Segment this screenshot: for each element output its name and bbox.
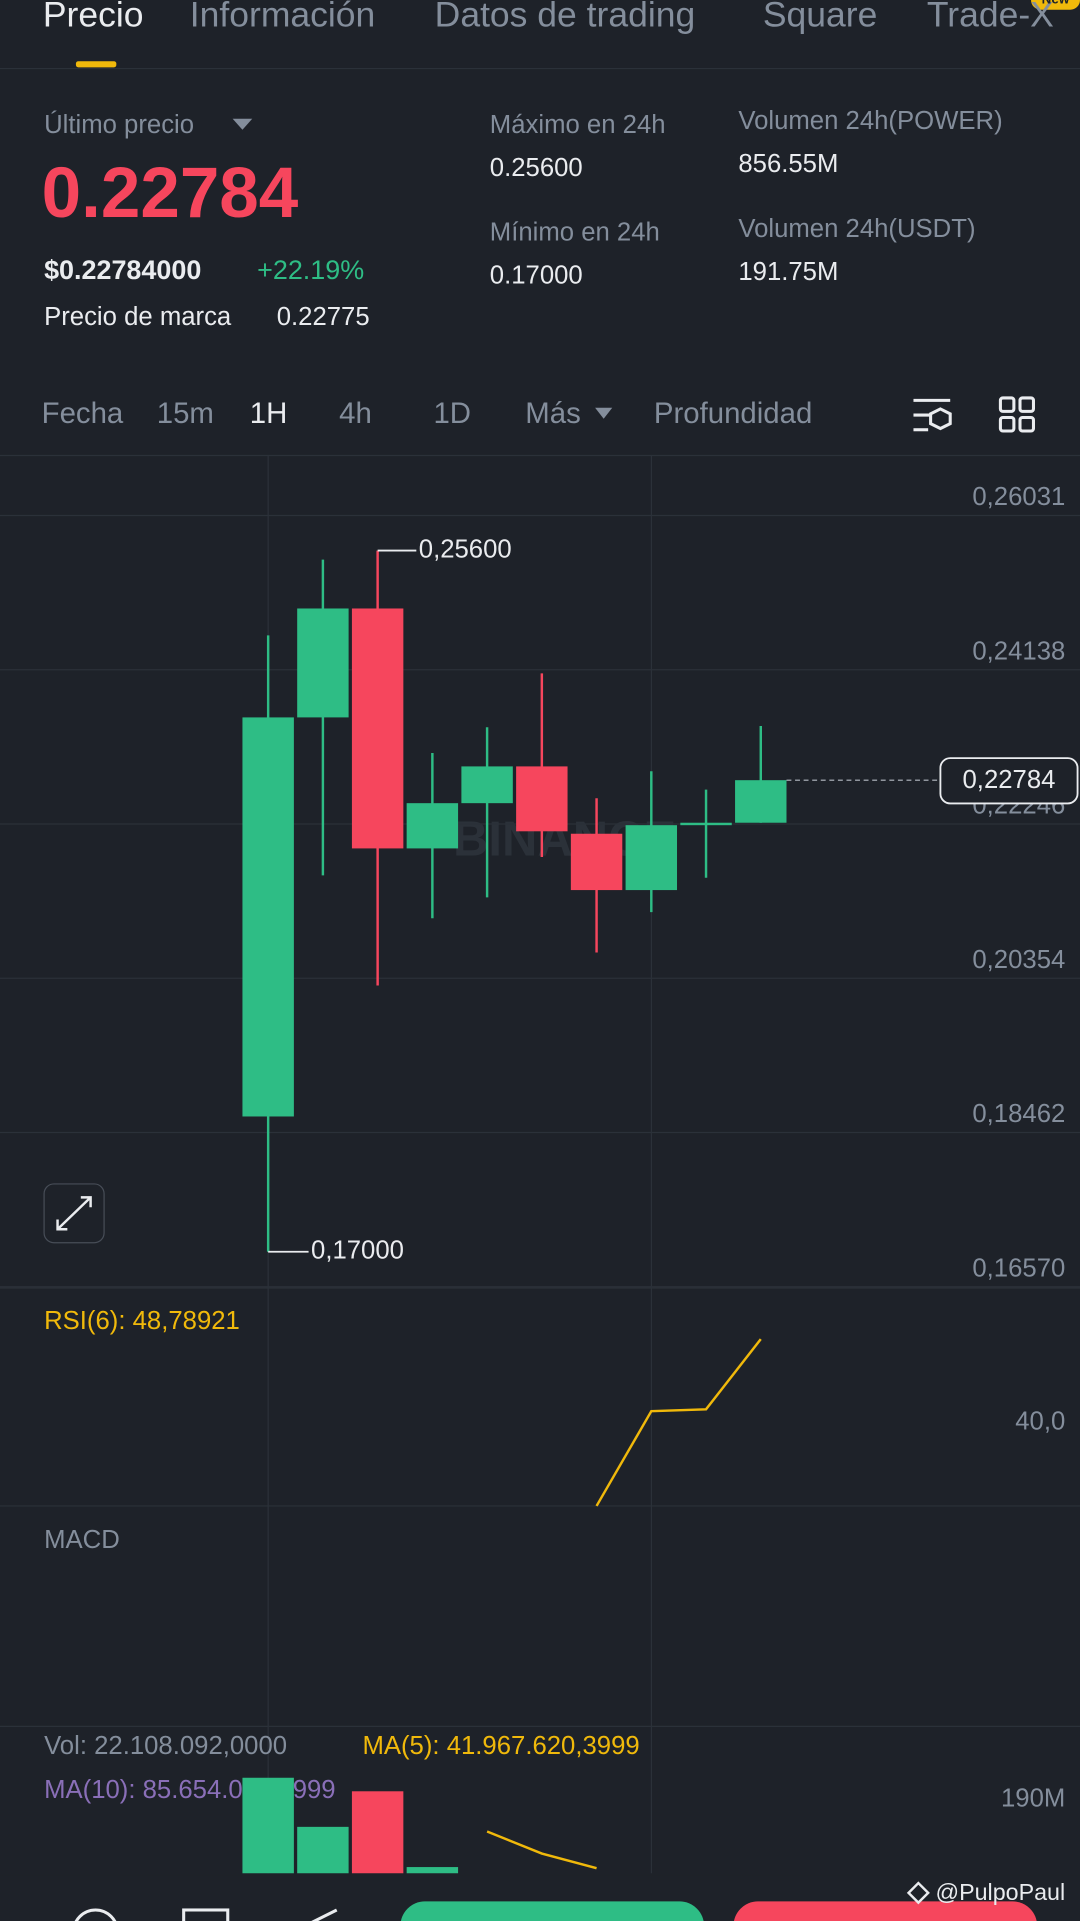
nav-icon[interactable] bbox=[182, 1908, 230, 1921]
label: Mínimo en 24h bbox=[490, 219, 660, 247]
value: 0.25600 bbox=[490, 154, 583, 182]
ma5-line bbox=[486, 1830, 597, 1870]
label: Volumen 24h(USDT) bbox=[738, 215, 975, 243]
mark-price: 0.22775 bbox=[277, 303, 370, 331]
last-price-label: 0,22784 bbox=[963, 766, 1056, 794]
dropdown-arrow bbox=[595, 407, 613, 419]
y-tick-label: 0,24138 bbox=[972, 637, 1065, 665]
last-price: 0.22784 bbox=[42, 154, 299, 233]
y-tick-label: 0,16570 bbox=[972, 1254, 1065, 1282]
candle-body bbox=[242, 717, 294, 1117]
timeframe[interactable]: Profundidad bbox=[654, 397, 812, 430]
credit-icon bbox=[906, 1881, 930, 1905]
timeframe[interactable]: Fecha bbox=[42, 397, 124, 430]
tab[interactable]: Precio bbox=[43, 0, 144, 35]
rsi-line bbox=[595, 1338, 762, 1507]
timeframe[interactable]: 15m bbox=[157, 397, 214, 430]
dropdown-arrow bbox=[232, 118, 253, 130]
timeframe[interactable]: Más bbox=[525, 397, 581, 430]
label: Máximo en 24h bbox=[490, 111, 666, 139]
candle-body bbox=[461, 766, 513, 804]
label: Precio de marca bbox=[44, 303, 232, 331]
label: Volumen 24h(POWER) bbox=[738, 107, 1002, 135]
usd-price: $0.22784000 bbox=[44, 255, 201, 285]
last-price-box bbox=[939, 757, 1079, 805]
tab-indicator bbox=[75, 61, 117, 68]
candle-body bbox=[570, 833, 623, 891]
badge: New bbox=[1042, 0, 1070, 7]
y-tick-label: 0,20354 bbox=[972, 946, 1065, 974]
candle-body bbox=[680, 822, 732, 826]
candle-body bbox=[735, 780, 787, 823]
y-tick-label: 0,26031 bbox=[972, 483, 1065, 511]
sell-button[interactable] bbox=[733, 1901, 1037, 1921]
timeframe[interactable]: 1D bbox=[433, 397, 471, 430]
volume-bar bbox=[406, 1867, 459, 1874]
label: Último precio bbox=[44, 110, 194, 139]
tab[interactable]: Trade-X bbox=[927, 0, 1054, 35]
volume-bar bbox=[242, 1777, 294, 1874]
min-label: 0,17000 bbox=[311, 1237, 404, 1265]
tab[interactable]: Información bbox=[190, 0, 375, 35]
y-tick-label: 40,0 bbox=[1015, 1407, 1065, 1435]
candle-body bbox=[351, 608, 404, 849]
layout-icon[interactable] bbox=[998, 396, 1035, 433]
nav-icon[interactable] bbox=[73, 1908, 117, 1921]
volume-bar bbox=[297, 1826, 349, 1874]
nav-icon[interactable] bbox=[300, 1908, 338, 1921]
max-label: 0,25600 bbox=[419, 535, 512, 563]
buy-button[interactable] bbox=[400, 1901, 704, 1921]
settings-icon[interactable] bbox=[913, 398, 952, 432]
candle-body bbox=[406, 803, 459, 849]
timeframe[interactable]: 1H bbox=[250, 397, 288, 430]
value: 856.55M bbox=[738, 150, 838, 178]
value: 191.75M bbox=[738, 258, 838, 286]
ma5-label: MA(5): 41.967.620,3999 bbox=[362, 1732, 639, 1760]
y-tick-label: 190M bbox=[1001, 1785, 1065, 1813]
vol-label: Vol: 22.108.092,0000 bbox=[44, 1732, 287, 1760]
value: 0.17000 bbox=[490, 262, 583, 290]
candle-body bbox=[297, 608, 349, 718]
tab[interactable]: Square bbox=[763, 0, 877, 35]
tab[interactable]: Datos de trading bbox=[435, 0, 696, 35]
y-tick-label: 0,18462 bbox=[972, 1100, 1065, 1128]
change: +22.19% bbox=[257, 255, 364, 285]
volume-bar bbox=[351, 1791, 404, 1874]
credit: @PulpoPaul bbox=[936, 1879, 1066, 1905]
timeframe[interactable]: 4h bbox=[339, 397, 372, 430]
rsi-label: RSI(6): 48,78921 bbox=[44, 1307, 240, 1335]
macd-label: MACD bbox=[44, 1526, 120, 1554]
expand-icon bbox=[56, 1196, 92, 1231]
candle-body bbox=[625, 825, 678, 891]
badge-bg bbox=[1031, 0, 1080, 10]
candle-body bbox=[516, 766, 568, 832]
